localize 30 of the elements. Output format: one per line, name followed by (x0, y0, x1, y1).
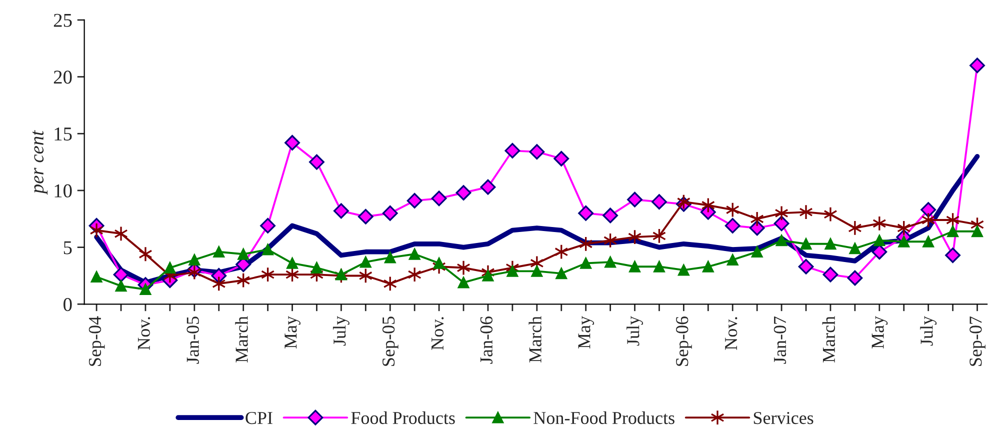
x-tick-label: May (284, 316, 300, 349)
legend-label: Food Products (351, 411, 455, 424)
x-tick-label: May (578, 316, 594, 349)
x-tick-label: March (528, 316, 542, 363)
x-tick-label: Nov. (138, 317, 150, 350)
y-tick-label: 25 (54, 14, 72, 27)
x-tick-label: March (235, 316, 248, 363)
legend-label: CPI (246, 412, 272, 424)
x-tick-label: July (332, 316, 350, 346)
y-tick-label: 20 (54, 70, 72, 84)
x-tick-label: Sep-06 (676, 316, 692, 366)
x-tick-label: March (822, 316, 835, 363)
x-tick-label: July (626, 316, 643, 346)
legend-label: Non-Food Products (534, 411, 674, 424)
x-tick-label: Jan-06 (480, 316, 492, 364)
x-tick-label: Sep-05 (382, 316, 398, 366)
legend-label: Services (754, 412, 814, 424)
x-tick-label: May (872, 316, 888, 349)
x-tick-label: Sep-07 (970, 316, 986, 366)
y-tick-label: 5 (64, 241, 72, 254)
y-tick-label: 15 (54, 128, 72, 141)
x-tick-label: Nov. (432, 317, 444, 350)
y-tick-label: 0 (64, 298, 72, 312)
y-tick-label: 10 (54, 184, 72, 198)
x-tick-label: Jan-05 (186, 316, 199, 364)
x-tick-label: Nov. (725, 317, 738, 350)
x-tick-label: Jan-07 (774, 316, 786, 364)
x-tick-label: Sep-04 (88, 316, 105, 366)
y-axis-title: per cent (32, 130, 48, 195)
x-tick-label: July (920, 316, 937, 346)
